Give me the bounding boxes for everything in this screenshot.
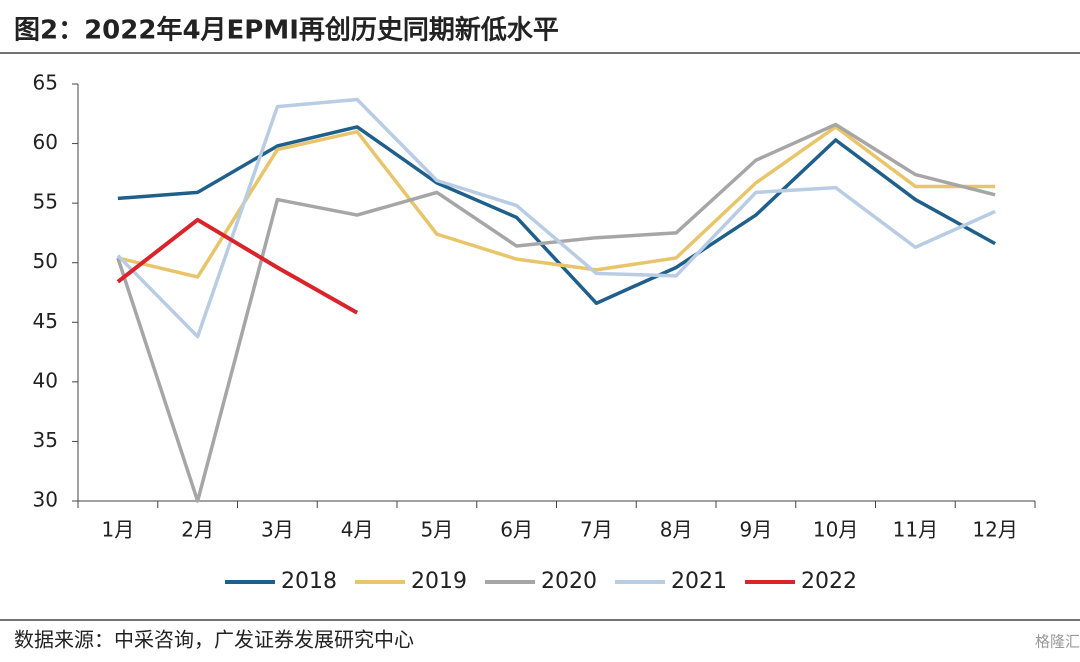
x-tick-label: 2月 [181, 518, 214, 542]
x-tick-label: 10月 [813, 518, 858, 542]
y-tick-label: 40 [33, 368, 58, 392]
y-tick-label: 55 [33, 190, 58, 214]
series-line [117, 125, 996, 279]
y-tick-label: 30 [33, 488, 58, 512]
y-tick-label: 50 [33, 249, 58, 273]
legend-label: 2018 [281, 569, 337, 594]
legend-label: 2019 [411, 569, 467, 594]
x-tick-label: 6月 [500, 518, 533, 542]
chart-title: 图2：2022年4月EPMI再创历史同期新低水平 [14, 15, 559, 46]
x-tick-label: 9月 [740, 518, 773, 542]
series-line [116, 97, 996, 339]
x-tick-label: 4月 [341, 518, 374, 542]
legend-label: 2021 [671, 569, 727, 594]
x-tick-label: 1月 [102, 518, 135, 542]
y-tick-label: 45 [33, 309, 58, 333]
series-line [116, 122, 996, 503]
series-line [116, 217, 359, 315]
x-tick-label: 7月 [580, 518, 613, 542]
x-tick-label: 8月 [660, 518, 693, 542]
y-tick-label: 60 [33, 130, 58, 154]
x-tick-label: 11月 [893, 518, 938, 542]
y-tick-label: 65 [33, 71, 58, 95]
legend-label: 2022 [801, 569, 857, 594]
x-tick-label: 3月 [261, 518, 294, 542]
source: 数据来源：中采咨询，广发证券发展研究中心 [14, 628, 414, 652]
x-tick-label: 5月 [421, 518, 454, 542]
series-line [117, 125, 996, 305]
legend-label: 2020 [541, 569, 597, 594]
watermark: 格隆汇 [1035, 633, 1080, 651]
x-tick-label: 12月 [972, 518, 1017, 542]
y-tick-label: 35 [33, 428, 58, 452]
